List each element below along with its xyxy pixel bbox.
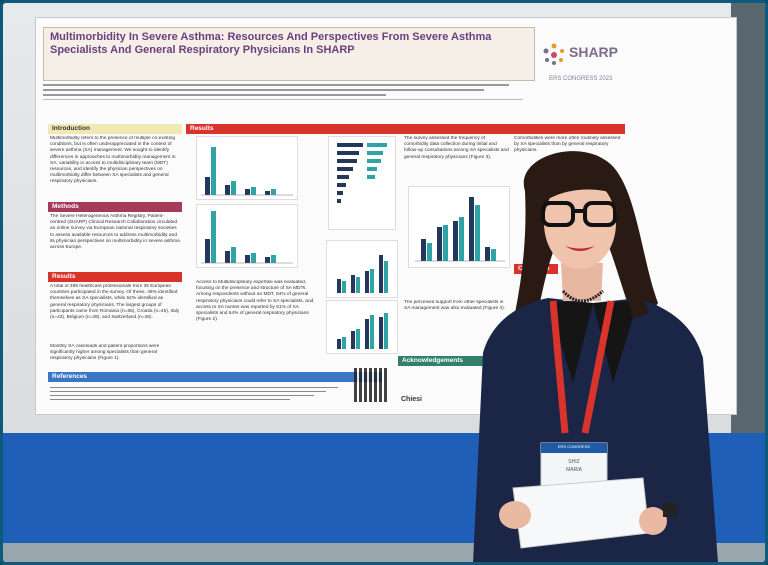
badge-header: ERS CONGRESS bbox=[557, 444, 591, 449]
methods-text: The Severe Heterogeneous Asthma Registry… bbox=[50, 214, 180, 251]
ers-congress-label: ERS CONGRESS 2023 bbox=[549, 76, 613, 82]
far-right-text: Comorbidities were more often routinely … bbox=[514, 136, 621, 154]
sponsor-logo: Chiesi bbox=[401, 396, 423, 403]
author-list bbox=[43, 81, 533, 111]
section-methods: Methods bbox=[48, 202, 182, 212]
section-introduction: Introduction bbox=[48, 124, 182, 134]
intro-text: Multimorbidity refers to the presence of… bbox=[50, 136, 176, 185]
right-results-text-2: The perceived support from other special… bbox=[404, 300, 506, 312]
results-text-1: A total of 495 healthcare professionals … bbox=[50, 284, 180, 321]
presenter-person bbox=[473, 151, 718, 562]
figure-2-chart bbox=[328, 136, 396, 230]
sharp-logo-text: SHARP bbox=[569, 44, 619, 60]
figure-3b-chart bbox=[326, 300, 398, 354]
sharp-star-icon bbox=[543, 43, 564, 65]
poster-title-banner: Multimorbidity In Severe Asthma: Resourc… bbox=[43, 27, 535, 81]
figure-1b-chart bbox=[196, 204, 298, 268]
sharp-logo: SHARP ERS CONGRESS 2023 bbox=[541, 36, 641, 86]
badge-name-line-2: MARIA bbox=[566, 467, 582, 473]
figure-4-chart bbox=[408, 186, 510, 268]
section-results-main: Results bbox=[186, 124, 625, 134]
figure-3a-chart bbox=[326, 240, 398, 298]
results-text-2: Monthly SA caseloads and patient proport… bbox=[50, 344, 160, 362]
badge-name-line-1: SHIZ bbox=[568, 459, 580, 465]
section-references: References bbox=[48, 372, 382, 382]
references-list bbox=[50, 384, 350, 410]
qr-code[interactable] bbox=[354, 368, 388, 402]
middle-results-text: Access to Multidisciplinary expertise wa… bbox=[196, 280, 314, 323]
figure-1a-chart bbox=[196, 136, 298, 200]
poster-title: Multimorbidity In Severe Asthma: Resourc… bbox=[50, 31, 492, 56]
right-results-text: The survey assessed the frequency of com… bbox=[404, 136, 509, 160]
section-results-left: Results bbox=[48, 272, 182, 282]
section-acknowledgements: Acknowledgements bbox=[398, 356, 522, 366]
